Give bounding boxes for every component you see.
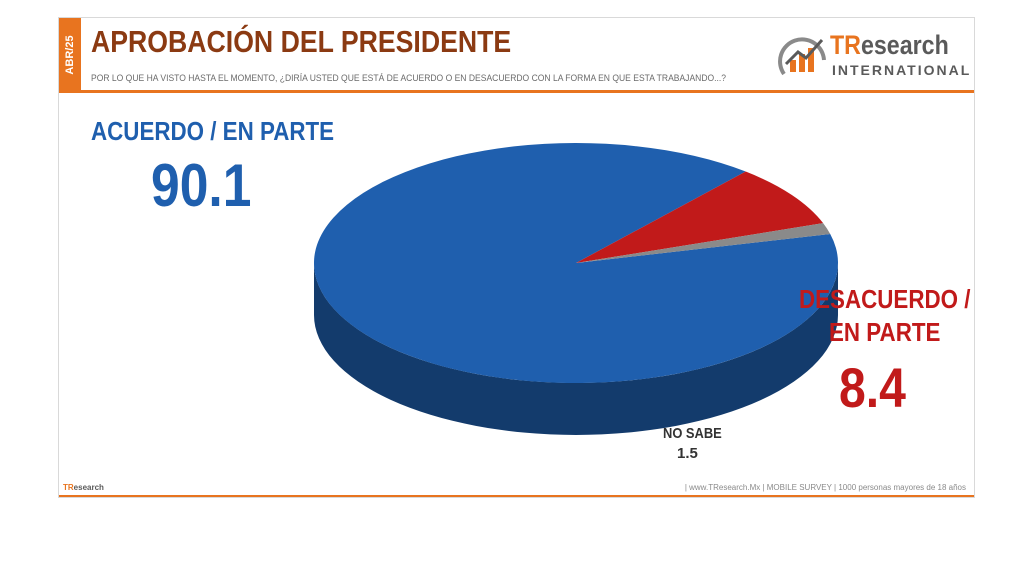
- tresearch-logo: TResearch INTERNATIONAL: [778, 28, 972, 84]
- footer-logo: TResearch: [63, 483, 104, 492]
- label-desacuerdo-line-2: EN PARTE: [829, 317, 941, 347]
- pie-chart: [314, 143, 838, 435]
- label-no-sabe: NO SABE: [663, 425, 722, 442]
- logo-name: TResearch: [830, 30, 949, 60]
- footer-divider: [59, 495, 974, 497]
- pie-slice-0: [314, 143, 838, 384]
- value-no-sabe: 1.5: [677, 445, 698, 462]
- value-acuerdo: 90.1: [151, 152, 252, 219]
- label-desacuerdo: DESACUERDO / EN PARTE: [799, 283, 970, 349]
- pie-side-0-0: [314, 263, 838, 435]
- approval-chart: ACUERDO / EN PARTE 90.1 DESACUERDO / EN …: [59, 93, 974, 483]
- survey-slide: ABR/25 APROBACIÓN DEL PRESIDENTE POR LO …: [58, 17, 975, 498]
- pie-slice-2: [576, 223, 831, 263]
- slide-header: ABR/25 APROBACIÓN DEL PRESIDENTE POR LO …: [59, 18, 974, 93]
- footer-source: | www.TResearch.Mx | MOBILE SURVEY | 100…: [684, 483, 966, 492]
- logo-subtitle: INTERNATIONAL: [832, 62, 972, 78]
- page-title: APROBACIÓN DEL PRESIDENTE: [91, 24, 512, 59]
- logo-chart-icon: [778, 37, 826, 76]
- label-acuerdo: ACUERDO / EN PARTE: [91, 116, 335, 146]
- header-divider: [59, 90, 974, 93]
- pie-slice-1: [576, 171, 824, 263]
- date-tab-label: ABR/25: [64, 35, 76, 75]
- slide-footer: TResearch | www.TResearch.Mx | MOBILE SU…: [59, 481, 974, 497]
- label-desacuerdo-line-1: DESACUERDO /: [799, 284, 971, 314]
- survey-question: POR LO QUE HA VISTO HASTA EL MOMENTO, ¿D…: [91, 73, 727, 84]
- value-desacuerdo: 8.4: [839, 356, 906, 419]
- date-tab: ABR/25: [59, 18, 81, 92]
